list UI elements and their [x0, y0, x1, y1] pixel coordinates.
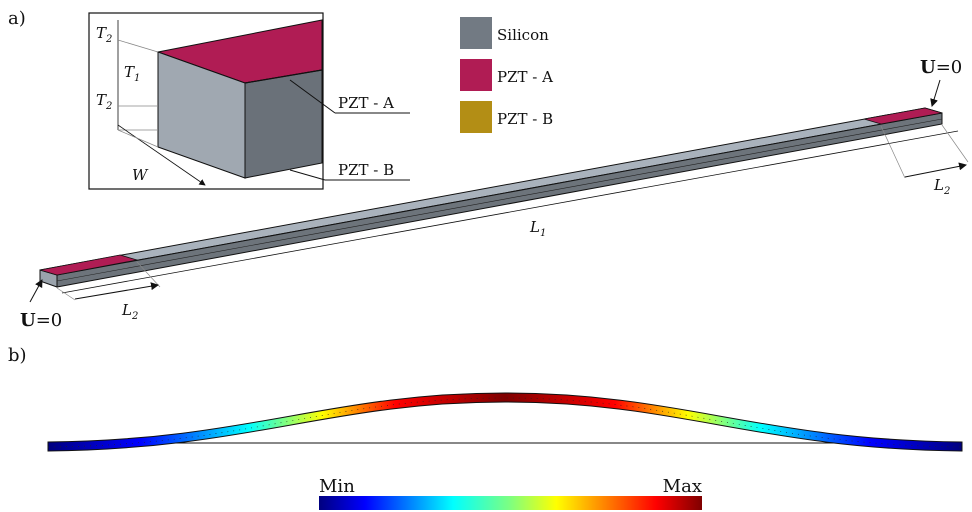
- deformed-beam: [47, 392, 963, 452]
- legend-label-silicon: Silicon: [497, 26, 549, 44]
- dim-l2-left-label: L2: [121, 301, 138, 322]
- dim-l2-left: L2: [56, 261, 161, 322]
- colorbar: Min Max: [319, 476, 702, 510]
- bc-left-label: U=0: [20, 310, 62, 331]
- mode-shape: [47, 392, 963, 452]
- legend-swatch-silicon: [460, 17, 492, 49]
- dim-l2-right: L2: [880, 124, 969, 197]
- bc-left: U=0: [20, 279, 62, 331]
- pzt-patch-right: [863, 107, 943, 125]
- dim-t2-bottom: T2: [96, 91, 112, 112]
- dim-t2-top: T2: [96, 24, 112, 45]
- callout-pzt-b-label: PZT - B: [338, 161, 394, 179]
- dim-l2-right-label: L2: [933, 176, 950, 197]
- legend-swatch-pzt-a: [460, 59, 492, 91]
- dim-l1: L1: [61, 130, 959, 294]
- bc-right-label: U=0: [920, 57, 962, 78]
- colorbar-gradient: [319, 496, 702, 510]
- legend-swatch-pzt-b: [460, 101, 492, 133]
- panel-b-label: b): [8, 345, 27, 366]
- beam-3d: [39, 107, 943, 288]
- callout-pzt-a-label: PZT - A: [338, 94, 394, 112]
- inset-cross-section: T2 T1 T2 W: [88, 12, 324, 190]
- legend-label-pzt-b: PZT - B: [497, 110, 553, 128]
- callout-pzt-a: PZT - A: [289, 79, 410, 114]
- pzt-patch-left: [39, 254, 138, 276]
- dim-l1-label: L1: [529, 218, 546, 239]
- legend: Silicon PZT - A PZT - B: [460, 17, 553, 133]
- colorbar-min-label: Min: [319, 476, 355, 497]
- colorbar-max-label: Max: [663, 476, 702, 497]
- panel-a-label: a): [8, 8, 26, 29]
- inset-side-face: [244, 69, 323, 179]
- legend-label-pzt-a: PZT - A: [497, 68, 553, 86]
- dim-t1: T1: [124, 63, 140, 84]
- callout-pzt-b: PZT - B: [289, 161, 410, 181]
- bc-right: U=0: [920, 57, 962, 107]
- dim-w: W: [132, 166, 149, 184]
